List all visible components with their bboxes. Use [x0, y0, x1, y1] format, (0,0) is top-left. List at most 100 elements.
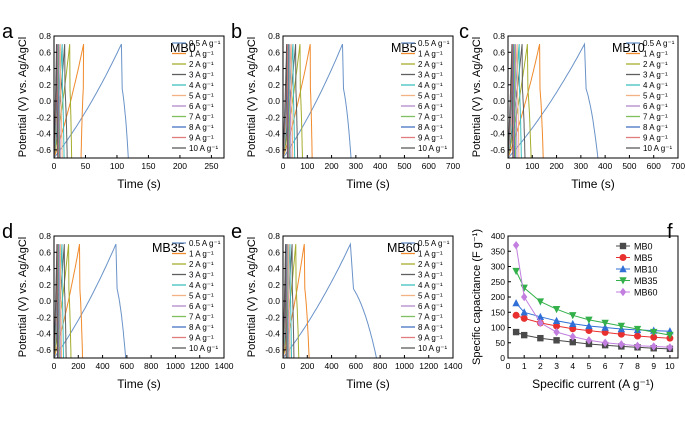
legend-entry: 10 A g⁻¹ [189, 344, 218, 353]
panel-e-frame [282, 235, 454, 359]
x-tick-label: 7 [619, 361, 624, 371]
y-tick-label: 0.8 [39, 231, 51, 241]
x-tick-label: 400 [373, 161, 387, 171]
x-tick-label: 100 [300, 161, 314, 171]
y-tick-label: 0.0 [39, 296, 51, 306]
panel-a-curve-0 [54, 43, 129, 158]
y-axis-label: Potential (V) vs. Ag/AgCl [17, 237, 29, 357]
x-tick-label: 0 [52, 361, 57, 371]
data-point-MB10 [569, 319, 577, 328]
panel-title: MB0 [170, 41, 196, 55]
y-tick-label: 0.2 [39, 80, 51, 90]
x-tick-label: 2 [538, 361, 543, 371]
y-tick-label: 0.8 [39, 31, 51, 41]
x-tick-label: 200 [71, 361, 85, 371]
data-point-MB60 [553, 327, 560, 337]
panel-letter: c [459, 21, 469, 43]
y-tick-label: 0.4 [39, 64, 51, 74]
legend-entry: 7 A g⁻¹ [643, 113, 668, 122]
data-point-MB60 [666, 343, 674, 352]
panel-d-curve-0 [54, 243, 127, 358]
legend-entry: 1 A g⁻¹ [418, 50, 443, 59]
legend-entry: 9 A g⁻¹ [418, 134, 443, 143]
x-tick-label: 700 [446, 161, 460, 171]
data-point-MB60 [569, 332, 576, 341]
panel-d-frame [53, 235, 225, 359]
y-tick-label: -0.4 [36, 329, 51, 339]
x-tick-label: 200 [324, 161, 338, 171]
data-point-MB10 [585, 321, 593, 330]
x-tick-label: 0 [506, 361, 511, 371]
y-tick-label: 0.8 [268, 31, 280, 41]
x-tick-label: 600 [120, 361, 134, 371]
y-tick-label: -0.2 [490, 112, 505, 122]
y-tick-label: 300 [491, 262, 505, 272]
legend-entry: 10 A g⁻¹ [418, 344, 447, 353]
legend-entry: 3 A g⁻¹ [418, 271, 443, 280]
x-tick-label: 400 [95, 361, 109, 371]
y-tick-label: -0.6 [265, 145, 280, 155]
x-tick-label: 200 [300, 361, 314, 371]
legend-entry: 1 A g⁻¹ [189, 50, 214, 59]
legend-entry: MB60 [634, 288, 658, 298]
legend-entry: 5 A g⁻¹ [189, 92, 214, 101]
data-point-MB0 [512, 328, 520, 336]
x-tick-label: 0 [506, 161, 511, 171]
y-tick-label: 0.6 [39, 47, 51, 57]
data-point-MB35 [633, 325, 642, 334]
y-tick-label: 0.8 [493, 31, 505, 41]
legend-entry: 0.5 A g⁻¹ [418, 239, 450, 248]
legend-entry: 9 A g⁻¹ [189, 134, 214, 143]
x-tick-label: 600 [349, 361, 363, 371]
data-point-MB60 [601, 338, 609, 347]
panel-c-curve-5 [508, 44, 520, 158]
panel-d-curve-10 [54, 244, 58, 358]
x-tick-label: 0 [281, 361, 286, 371]
legend-marker [619, 265, 627, 273]
legend-entry: 1 A g⁻¹ [643, 50, 668, 59]
panel-letter: d [2, 221, 13, 243]
legend-marker [619, 242, 627, 250]
legend-entry: 7 A g⁻¹ [189, 313, 214, 322]
legend-entry: MB0 [634, 242, 653, 252]
legend-entry: 6 A g⁻¹ [418, 102, 443, 111]
y-tick-label: 200 [491, 292, 505, 302]
panel-letter: b [231, 21, 242, 43]
panel-c-chart: 0.8 0.6 0.4 0.2 0.0 -0.2 -0.4 -0.60 100 200 300 400… [459, 21, 685, 191]
x-tick-label: 3 [554, 361, 559, 371]
legend-marker [619, 287, 627, 297]
legend-entry: 8 A g⁻¹ [189, 323, 214, 332]
legend-entry: 4 A g⁻¹ [418, 281, 443, 290]
x-tick-label: 1 [522, 361, 527, 371]
y-tick-label: -0.6 [36, 145, 51, 155]
panel-d-curve-4 [54, 244, 64, 358]
data-point-MB35 [536, 298, 545, 306]
data-point-MB10 [601, 323, 609, 331]
panel-c-curve-10 [508, 44, 514, 158]
x-tick-label: 200 [173, 161, 187, 171]
panel-title: MB60 [387, 241, 420, 255]
legend-entry: 5 A g⁻¹ [418, 92, 443, 101]
legend-entry: MB5 [634, 253, 653, 263]
legend-entry: 3 A g⁻¹ [643, 71, 668, 80]
y-tick-label: 0.0 [268, 96, 280, 106]
y-tick-label: 0.4 [268, 64, 280, 74]
y-tick-label: -0.6 [265, 345, 280, 355]
y-tick-label: 0.0 [39, 96, 51, 106]
legend-entry: 6 A g⁻¹ [189, 302, 214, 311]
y-tick-label: 0.2 [493, 80, 505, 90]
data-point-MB60 [650, 342, 657, 351]
x-axis-label: Time (s) [117, 377, 161, 391]
data-point-MB0 [537, 334, 544, 342]
legend-entry: 4 A g⁻¹ [189, 281, 214, 290]
y-tick-label: -0.2 [36, 312, 51, 322]
legend-entry: 2 A g⁻¹ [418, 260, 443, 269]
x-tick-label: 1200 [190, 361, 209, 371]
y-axis-label: Potential (V) vs. Ag/AgCl [471, 37, 483, 157]
x-tick-label: 0 [281, 161, 286, 171]
y-tick-label: 0.2 [268, 280, 280, 290]
panel-c-curve-4 [508, 44, 522, 158]
panel-title: MB35 [152, 241, 185, 255]
panel-e-curve-10 [283, 244, 287, 358]
x-tick-label: 800 [144, 361, 158, 371]
